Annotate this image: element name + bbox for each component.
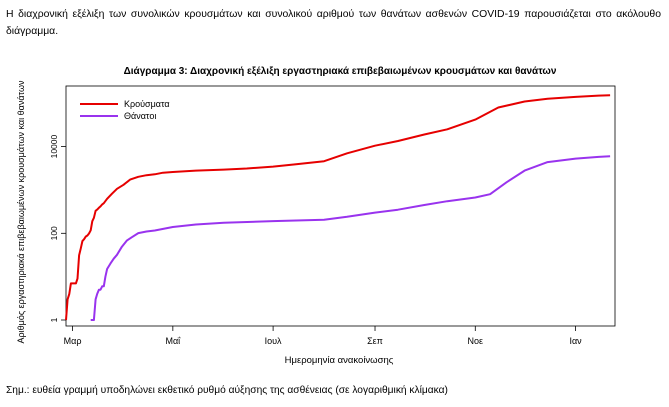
- y-tick-label: 1: [49, 317, 59, 322]
- x-tick-label: Ιαν: [569, 336, 582, 346]
- x-tick-label: Ιουλ: [265, 336, 282, 346]
- plot-frame: [65, 85, 616, 327]
- footnote: Σημ.: ευθεία γραμμή υποδηλώνει εκθετικό …: [6, 385, 448, 396]
- x-tick-label: Μαρ: [64, 336, 82, 346]
- y-tick-label: 100: [49, 226, 59, 240]
- intro-paragraph: Η διαχρονική εξέλιξη των συνολικών κρουσ…: [6, 9, 661, 37]
- series-line-deaths: [90, 155, 611, 321]
- x-tick-label: Σεπ: [367, 336, 383, 346]
- legend-label: Θάνατοι: [124, 111, 156, 121]
- chart-axes: 1 100 10000 Μαρ Μαΐ Ιουλ Σεπ Νοε Ιαν: [49, 85, 616, 346]
- series-line-cases: [65, 94, 611, 321]
- y-tick-label: 10000: [49, 135, 59, 159]
- x-axis-label: Ημερομηνία ανακοίνωσης: [285, 355, 394, 366]
- chart-legend: Κρούσματα Θάνατοι: [80, 99, 170, 121]
- y-axis-label: Αριθμός εργαστηριακά επιβεβαιωμένων κρου…: [16, 80, 26, 343]
- chart-series: [65, 94, 611, 321]
- x-tick-label: Μαΐ: [165, 336, 181, 346]
- legend-label: Κρούσματα: [124, 99, 170, 109]
- x-tick-label: Νοε: [468, 336, 484, 346]
- chart-title: Διάγραμμα 3: Διαχρονική εξέλιξη εργαστηρ…: [123, 66, 557, 77]
